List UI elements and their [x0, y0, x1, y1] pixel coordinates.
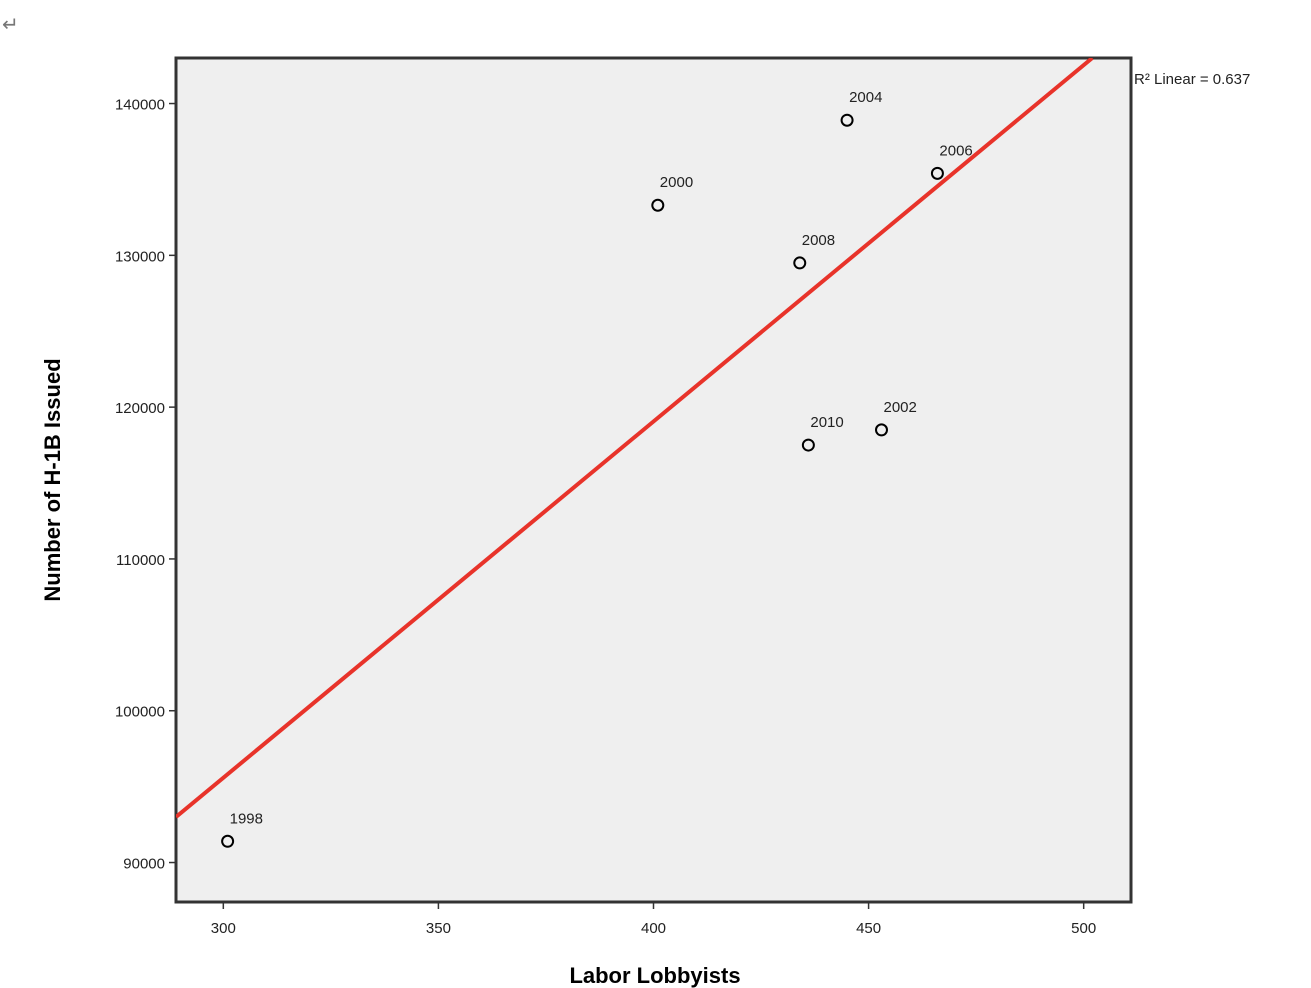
x-tick-label: 300 [211, 920, 236, 937]
y-tick-label: 120000 [115, 400, 165, 417]
x-tick-label: 400 [641, 920, 666, 937]
point-label: 2004 [849, 89, 882, 106]
point-label: 1998 [230, 810, 263, 827]
x-tick-label: 450 [856, 920, 881, 937]
data-point [651, 198, 665, 212]
x-tick-label: 350 [426, 920, 451, 937]
x-tick-label: 500 [1071, 920, 1096, 937]
y-axis-title: Number of H-1B Issued [40, 358, 65, 601]
data-point [793, 256, 807, 270]
y-tick-label: 140000 [115, 97, 165, 114]
return-mark: ↵ [2, 14, 19, 36]
point-label: 2008 [802, 232, 835, 249]
point-label: 2006 [939, 142, 972, 159]
y-tick-label: 90000 [123, 856, 165, 873]
data-point [801, 438, 815, 452]
y-tick-label: 130000 [115, 248, 165, 265]
fit-line-layer [176, 58, 1094, 819]
points-layer: 1998 2000 2002 2004 2006 2008 2010 [221, 89, 973, 848]
point-label: 2002 [883, 399, 916, 416]
plot-area [174, 56, 1133, 904]
r2-label: R² Linear = 0.637 [1134, 71, 1250, 88]
y-axis: 90000 100000 110000 120000 130000 140000 [115, 97, 176, 873]
x-axis-title: Labor Lobbyists [569, 963, 740, 988]
point-label: 2010 [810, 414, 843, 431]
point-label: 2000 [660, 174, 693, 191]
x-axis: 300 350 400 450 500 [211, 902, 1096, 937]
data-point [930, 166, 944, 180]
data-point [874, 423, 888, 437]
y-tick-label: 100000 [115, 704, 165, 721]
data-point [221, 834, 235, 848]
fit-line [176, 58, 1094, 819]
data-point [840, 113, 854, 127]
y-tick-label: 110000 [116, 552, 165, 569]
